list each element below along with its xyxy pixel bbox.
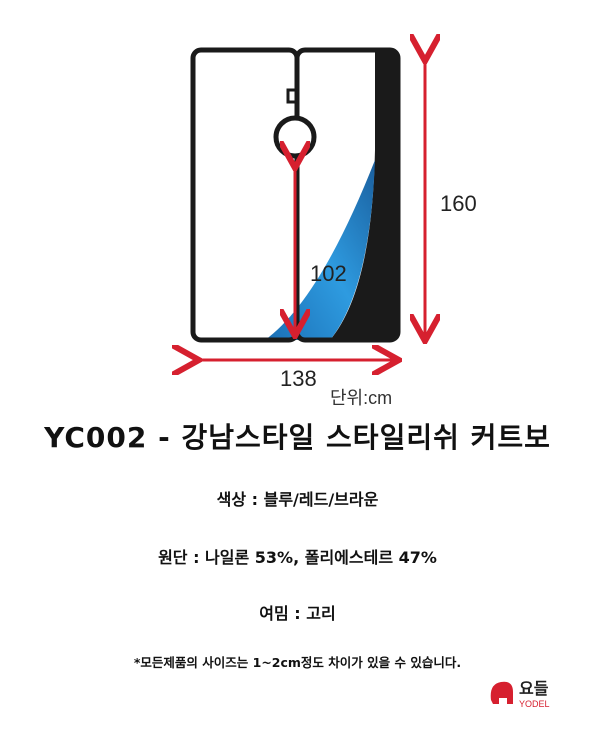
size-diagram: 160 102 138 단위:cm	[0, 0, 477, 408]
product-title: YC002 - 강남스타일 스타일리쉬 커트보	[44, 421, 551, 454]
inner-height-label: 102	[310, 261, 347, 286]
cape-pattern	[265, 160, 375, 340]
logo-sub: YODEL	[519, 699, 550, 709]
unit-label: 단위:cm	[330, 388, 392, 408]
height-label: 160	[440, 191, 477, 216]
size-note: *모든제품의 사이즈는 1~2cm정도 차이가 있을 수 있습니다.	[133, 655, 462, 670]
neck-hole	[273, 115, 317, 159]
spec-closure: 여밈 : 고리	[259, 604, 336, 623]
logo-name: 요들	[519, 680, 549, 698]
hook	[286, 88, 298, 104]
width-label: 138	[280, 366, 317, 391]
cape-left-panel	[190, 47, 300, 343]
cape-dark-strip	[330, 52, 398, 340]
spec-color: 색상 : 블루/레드/브라운	[216, 490, 379, 509]
logo: 요들 YODEL	[490, 680, 550, 709]
spec-fabric: 원단 : 나일론 53%, 폴리에스테르 47%	[158, 548, 437, 567]
logo-icon	[490, 681, 513, 704]
